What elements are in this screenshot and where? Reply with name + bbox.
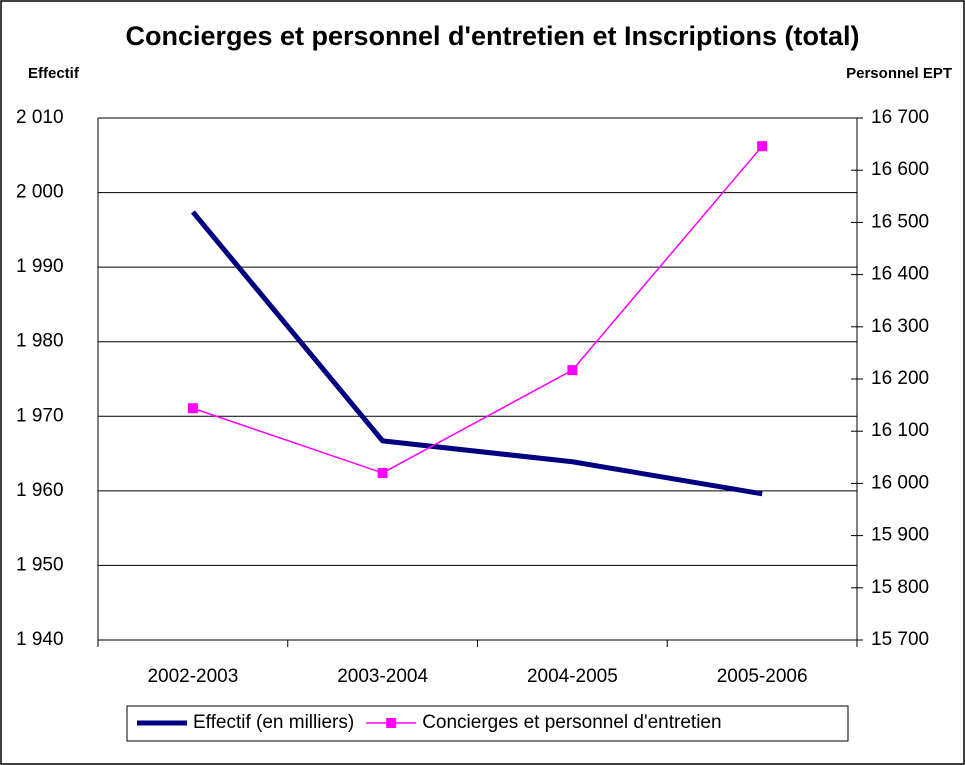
- y-axis-label: Effectif: [28, 65, 80, 82]
- y2-tick-label: 16 400: [871, 264, 929, 285]
- y-tick-label: 1 960: [16, 480, 64, 501]
- x-tick-label: 2004-2005: [527, 666, 618, 687]
- y2-tick-label: 15 700: [871, 629, 929, 650]
- y-tick-label: 1 970: [16, 405, 64, 426]
- y-tick-label: 1 950: [16, 554, 64, 575]
- y2-tick-label: 16 100: [871, 420, 929, 441]
- legend-marker: [386, 718, 397, 728]
- series-line: [190, 210, 763, 497]
- x-tick-label: 2002-2003: [147, 666, 238, 687]
- legend-label: Effectif (en milliers): [193, 712, 354, 733]
- y-tick-label: 1 980: [16, 331, 64, 352]
- point-marker: [377, 467, 388, 478]
- y2-tick-label: 16 700: [871, 107, 929, 128]
- y-tick-label: 2 000: [16, 182, 64, 203]
- point-marker: [757, 141, 768, 152]
- y2-tick-label: 16 200: [871, 368, 929, 389]
- y-tick-label: 1 940: [16, 629, 64, 650]
- y2-tick-label: 16 600: [871, 159, 929, 180]
- y-tick-label: 2 010: [16, 107, 64, 128]
- legend-label: Concierges et personnel d'entretien: [422, 712, 721, 733]
- series-line: [192, 145, 763, 474]
- y2-tick-label: 15 800: [871, 577, 929, 598]
- y2-tick-label: 16 500: [871, 211, 929, 232]
- point-marker: [187, 403, 198, 414]
- y2-tick-label: 16 300: [871, 316, 929, 337]
- legend-box: [126, 705, 849, 742]
- y2-tick-label: 16 000: [871, 472, 929, 493]
- x-tick-label: 2005-2006: [717, 666, 808, 687]
- y2-axis-label: Personnel EPT: [846, 65, 952, 82]
- y-tick-label: 1 990: [16, 256, 64, 277]
- point-marker: [567, 365, 578, 376]
- chart-title: Concierges et personnel d'entretien et I…: [125, 21, 860, 51]
- y2-tick-label: 15 900: [871, 525, 929, 546]
- x-tick-label: 2003-2004: [337, 666, 428, 687]
